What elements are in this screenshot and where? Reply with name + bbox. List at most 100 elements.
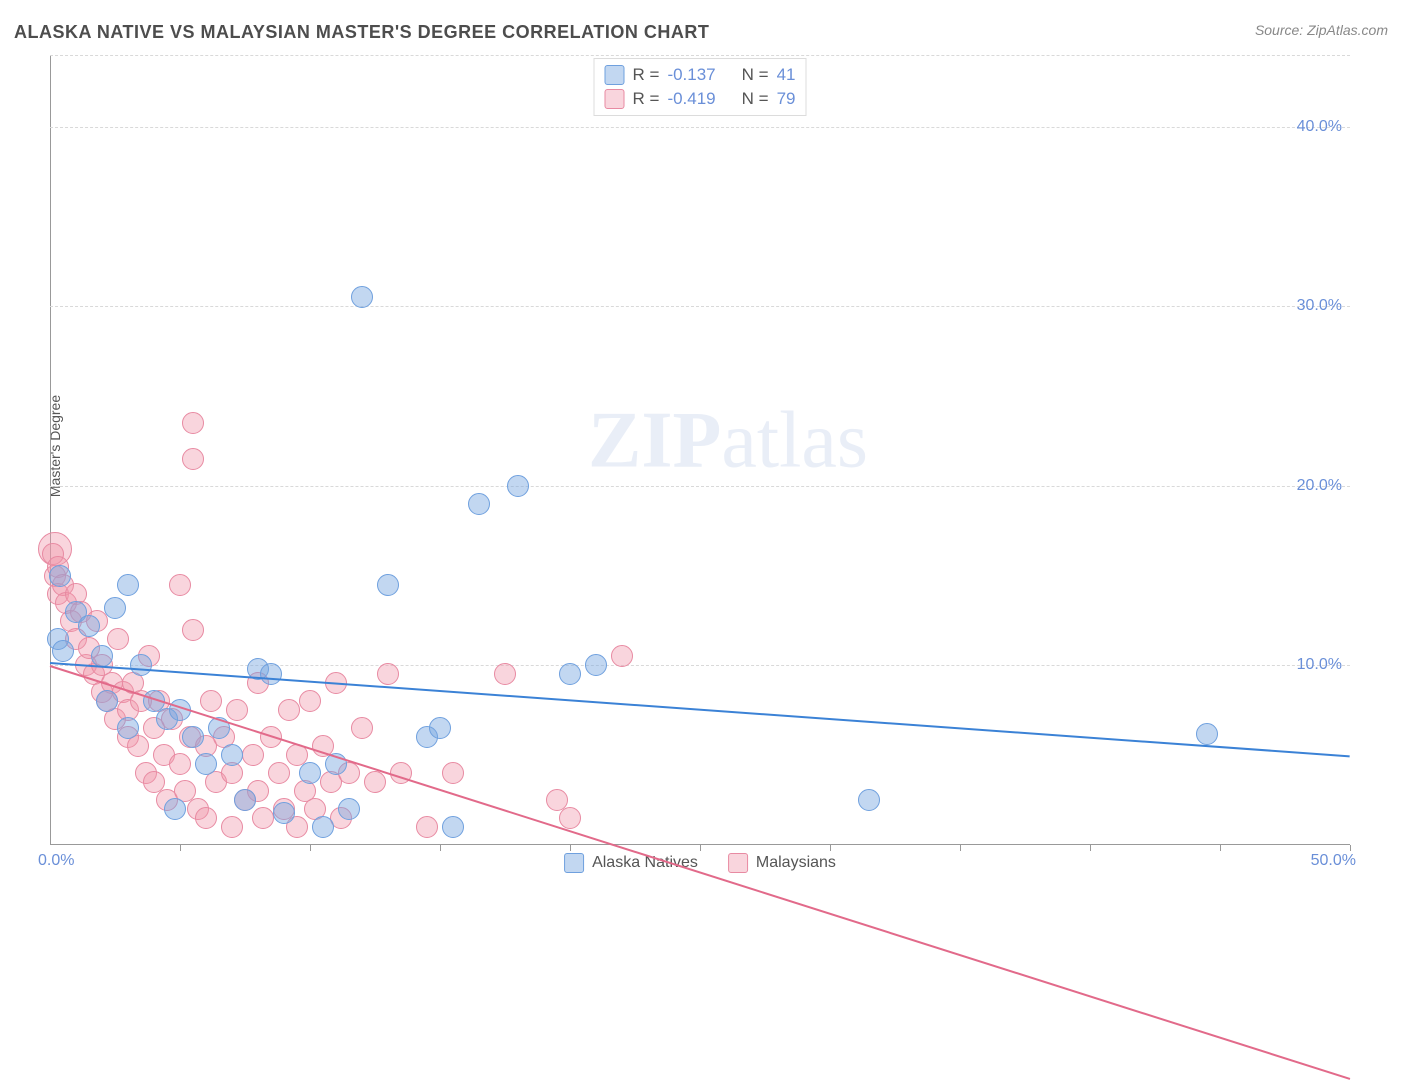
stat-r-value: -0.419	[667, 87, 715, 111]
data-point	[377, 663, 399, 685]
legend-swatch	[728, 853, 748, 873]
y-tick-label: 40.0%	[1297, 118, 1342, 136]
data-point	[221, 816, 243, 838]
data-point	[364, 771, 386, 793]
data-point	[559, 807, 581, 829]
source-name: ZipAtlas.com	[1307, 22, 1388, 38]
stat-n-value: 41	[777, 63, 796, 87]
data-point	[559, 663, 581, 685]
chart-container: ALASKA NATIVE VS MALAYSIAN MASTER'S DEGR…	[0, 0, 1406, 892]
data-point	[468, 493, 490, 515]
stat-row: R = -0.419 N = 79	[605, 87, 796, 111]
data-point	[104, 597, 126, 619]
x-axis-label-min: 0.0%	[38, 852, 74, 870]
legend-swatch	[564, 853, 584, 873]
data-point	[169, 753, 191, 775]
gridline	[50, 127, 1350, 128]
data-point	[442, 762, 464, 784]
x-tick	[1350, 845, 1351, 851]
y-tick-label: 30.0%	[1297, 297, 1342, 315]
x-axis-label-max: 50.0%	[1311, 852, 1356, 870]
data-point	[312, 816, 334, 838]
data-point	[130, 654, 152, 676]
data-point	[1196, 723, 1218, 745]
data-point	[234, 789, 256, 811]
x-tick	[180, 845, 181, 851]
data-point	[260, 663, 282, 685]
data-point	[169, 574, 191, 596]
data-point	[78, 615, 100, 637]
stat-r-label: R =	[633, 63, 660, 87]
stat-n-value: 79	[777, 87, 796, 111]
data-point	[164, 798, 186, 820]
stat-r-label: R =	[633, 87, 660, 111]
legend-label: Alaska Natives	[592, 854, 698, 872]
data-point	[96, 690, 118, 712]
trendline-pink	[50, 666, 1351, 1080]
x-tick	[440, 845, 441, 851]
stat-n-label: N =	[742, 87, 769, 111]
stat-r-value: -0.137	[667, 63, 715, 87]
stat-row: R = -0.137 N = 41	[605, 63, 796, 87]
data-point	[507, 475, 529, 497]
data-point	[200, 690, 222, 712]
data-point	[494, 663, 516, 685]
legend-swatch	[605, 65, 625, 85]
data-point	[338, 798, 360, 820]
y-tick-label: 10.0%	[1297, 656, 1342, 674]
data-point	[611, 645, 633, 667]
legend-item: Alaska Natives	[564, 853, 698, 873]
data-point	[52, 640, 74, 662]
legend-item: Malaysians	[728, 853, 836, 873]
data-point	[377, 574, 399, 596]
data-point	[242, 744, 264, 766]
data-point	[351, 286, 373, 308]
legend-swatch	[605, 89, 625, 109]
data-point	[117, 717, 139, 739]
x-tick	[1090, 845, 1091, 851]
plot-area: ZIPatlas R = -0.137 N = 41 R = -0.419 N = 7…	[50, 55, 1350, 845]
data-point	[273, 802, 295, 824]
watermark: ZIPatlas	[588, 395, 868, 486]
stat-n-label: N =	[742, 63, 769, 87]
data-point	[117, 574, 139, 596]
data-point	[182, 448, 204, 470]
data-point	[182, 619, 204, 641]
x-tick	[1220, 845, 1221, 851]
legend-label: Malaysians	[756, 854, 836, 872]
x-tick	[830, 845, 831, 851]
series-legend: Alaska Natives Malaysians	[564, 853, 836, 873]
data-point	[182, 412, 204, 434]
source-label: Source:	[1255, 22, 1307, 38]
data-point	[858, 789, 880, 811]
data-point	[429, 717, 451, 739]
data-point	[585, 654, 607, 676]
data-point	[195, 753, 217, 775]
data-point	[49, 565, 71, 587]
source-attribution: Source: ZipAtlas.com	[1255, 22, 1388, 38]
data-point	[91, 645, 113, 667]
gridline	[50, 306, 1350, 307]
data-point	[351, 717, 373, 739]
data-point	[442, 816, 464, 838]
x-tick	[570, 845, 571, 851]
data-point	[416, 816, 438, 838]
gridline	[50, 486, 1350, 487]
x-tick	[700, 845, 701, 851]
x-tick	[960, 845, 961, 851]
stats-legend-box: R = -0.137 N = 41 R = -0.419 N = 79	[594, 58, 807, 116]
data-point	[299, 690, 321, 712]
x-tick	[310, 845, 311, 851]
gridline	[50, 665, 1350, 666]
data-point	[268, 762, 290, 784]
data-point	[299, 762, 321, 784]
data-point	[195, 807, 217, 829]
data-point	[226, 699, 248, 721]
y-tick-label: 20.0%	[1297, 477, 1342, 495]
chart-title: ALASKA NATIVE VS MALAYSIAN MASTER'S DEGR…	[14, 22, 709, 43]
data-point	[252, 807, 274, 829]
y-axis-line	[50, 55, 51, 845]
gridline	[50, 55, 1350, 56]
data-point	[182, 726, 204, 748]
data-point	[221, 744, 243, 766]
